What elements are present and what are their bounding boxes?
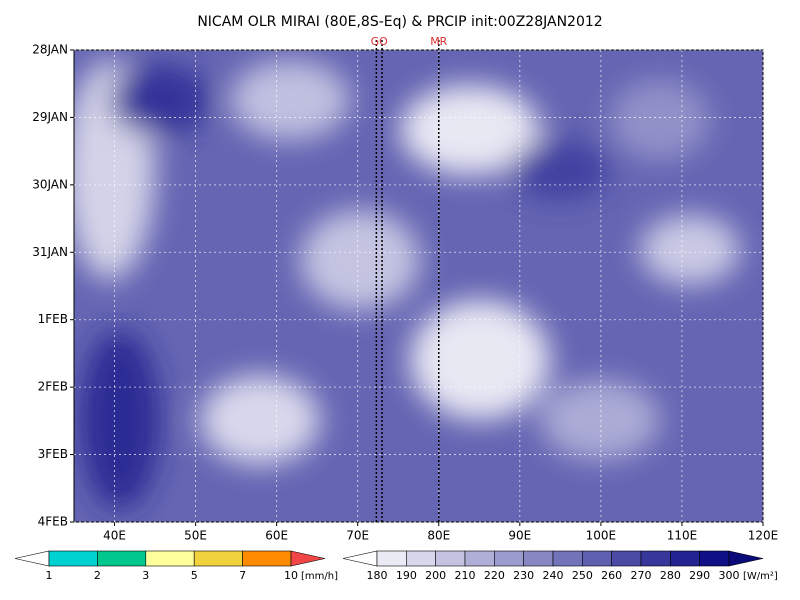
colorbar-segment bbox=[97, 550, 147, 567]
colorbar-segment bbox=[640, 550, 671, 567]
colorbar-segment bbox=[193, 550, 243, 567]
x-tick-label: 90E bbox=[508, 529, 531, 543]
colorbar-label: 5 bbox=[191, 569, 198, 582]
x-tick-label: 70E bbox=[346, 529, 369, 543]
colorbar-end bbox=[14, 550, 50, 567]
colorbar-end bbox=[728, 550, 764, 567]
colorbar-segment bbox=[145, 550, 195, 567]
colorbar-segment bbox=[464, 550, 495, 567]
y-tick-label: 31JAN bbox=[32, 245, 68, 259]
colorbar-segment bbox=[494, 550, 524, 567]
chart-title: NICAM OLR MIRAI (80E,8S-Eq) & PRCIP init… bbox=[197, 14, 602, 30]
colorbar-label: 1 bbox=[46, 569, 53, 582]
colorbar-label: 2 bbox=[94, 569, 101, 582]
y-tick-label: 1FEB bbox=[38, 312, 68, 326]
colorbar-unit: [mm/h] bbox=[301, 571, 338, 582]
colorbar-end bbox=[290, 550, 326, 567]
x-tick-label: 120E bbox=[748, 529, 779, 543]
colorbar-segment bbox=[48, 550, 98, 567]
x-tick-label: 100E bbox=[586, 529, 617, 543]
colorbar-segment bbox=[582, 550, 612, 567]
colorbar-label: 270 bbox=[631, 569, 652, 582]
y-tick-label: 3FEB bbox=[38, 447, 68, 461]
x-tick-label: 60E bbox=[265, 529, 288, 543]
colorbar-segment bbox=[406, 550, 436, 567]
colorbar-unit: [W/m²] bbox=[743, 571, 778, 582]
y-tick-label: 2FEB bbox=[38, 380, 68, 394]
colorbar-segment bbox=[699, 550, 730, 567]
x-tick-label: 110E bbox=[667, 529, 698, 543]
colorbar-label: 200 bbox=[425, 569, 446, 582]
colorbar-label: 290 bbox=[689, 569, 710, 582]
colorbar-segment bbox=[611, 550, 642, 567]
colorbar-label: 230 bbox=[513, 569, 534, 582]
colorbar-label: 10 bbox=[284, 569, 298, 582]
colorbar-segment bbox=[376, 550, 407, 567]
x-tick-label: 50E bbox=[184, 529, 207, 543]
colorbar-label: 240 bbox=[543, 569, 564, 582]
field bbox=[74, 50, 763, 522]
colorbar-label: 180 bbox=[367, 569, 388, 582]
y-tick-label: 30JAN bbox=[32, 177, 68, 191]
colorbar-label: 7 bbox=[239, 569, 246, 582]
colorbar-label: 210 bbox=[455, 569, 476, 582]
y-tick-label: 29JAN bbox=[32, 110, 68, 124]
colorbar-segment bbox=[552, 550, 583, 567]
colorbar-segment bbox=[523, 550, 554, 567]
colorbar-label: 220 bbox=[484, 569, 505, 582]
colorbar-label: 3 bbox=[142, 569, 149, 582]
colorbar-end bbox=[342, 550, 378, 567]
colorbar-segment bbox=[435, 550, 466, 567]
colorbar-label: 300 bbox=[719, 569, 740, 582]
x-tick-label: 40E bbox=[103, 529, 126, 543]
y-tick-label: 28JAN bbox=[32, 43, 68, 57]
colorbar-segment bbox=[670, 550, 700, 567]
marker-label: GO bbox=[371, 35, 389, 48]
x-tick-label: 80E bbox=[427, 529, 450, 543]
colorbar-label: 190 bbox=[396, 569, 417, 582]
marker-label: MR bbox=[430, 35, 447, 48]
colorbar-label: 260 bbox=[601, 569, 622, 582]
colorbar-segment bbox=[242, 550, 292, 567]
colorbar-label: 250 bbox=[572, 569, 593, 582]
y-tick-label: 4FEB bbox=[38, 515, 68, 529]
colorbar-label: 280 bbox=[660, 569, 681, 582]
